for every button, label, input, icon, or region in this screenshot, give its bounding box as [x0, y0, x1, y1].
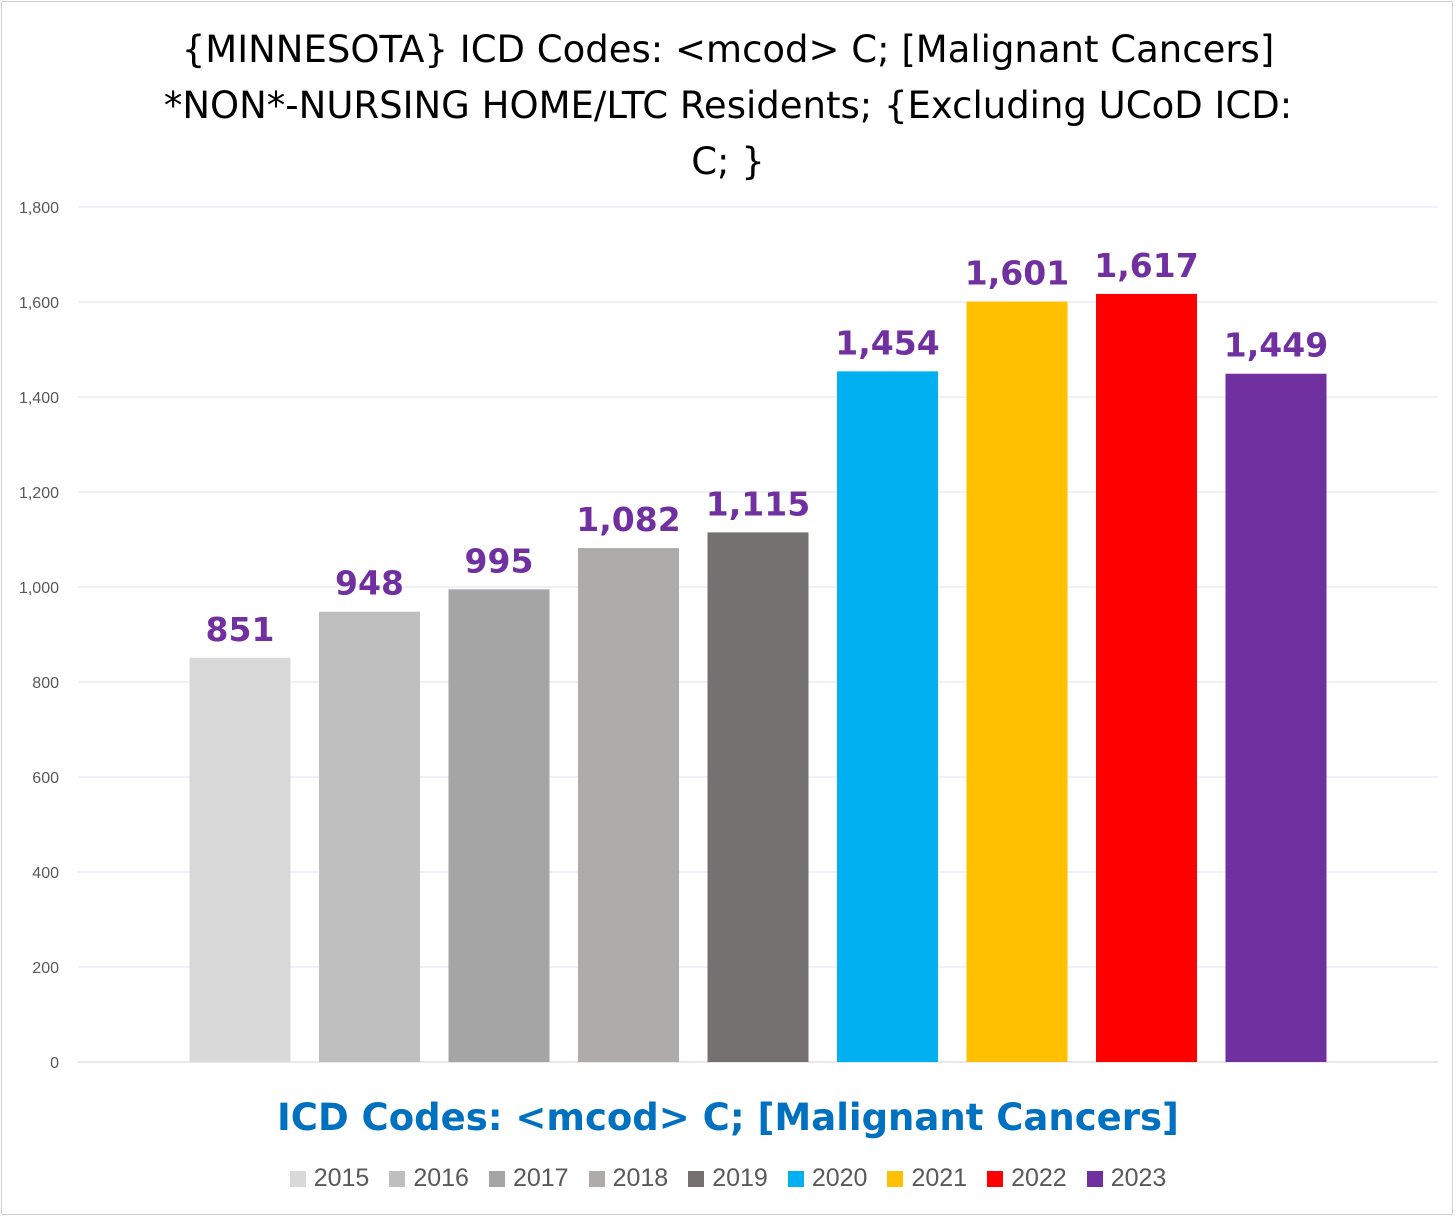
legend-item-2019: 2019: [688, 1164, 768, 1193]
data-label-2023: 1,449: [1224, 326, 1328, 365]
legend-item-2016: 2016: [389, 1164, 469, 1193]
legend-label: 2016: [413, 1164, 469, 1192]
bar-2023: [1225, 373, 1327, 1063]
data-label-2017: 995: [465, 541, 534, 580]
legend-swatch: [887, 1170, 904, 1187]
title-line-3: C; }: [691, 140, 765, 183]
bar-2017: [448, 589, 550, 1062]
title-line-2: *NON*-NURSING HOME/LTC Residents; {Exclu…: [163, 84, 1293, 127]
chart-title: {MINNESOTA} ICD Codes: <mcod> C; [Malign…: [100, 22, 1356, 190]
data-label-2021: 1,601: [965, 254, 1069, 293]
legend-item-2021: 2021: [887, 1164, 967, 1193]
legend-item-2023: 2023: [1086, 1164, 1167, 1193]
y-tick-label: 600: [32, 770, 59, 787]
legend-label: 2019: [712, 1164, 768, 1192]
legend-label: 2017: [512, 1164, 569, 1192]
legend-swatch: [688, 1170, 705, 1187]
y-tick-label: 1,200: [19, 485, 59, 502]
data-label-2015: 851: [206, 610, 275, 649]
data-label-2016: 948: [335, 564, 404, 603]
bar-2020: [837, 371, 938, 1063]
data-label-2018: 1,082: [576, 500, 680, 539]
bar-2019: [707, 532, 809, 1062]
legend-label: 2015: [313, 1164, 370, 1192]
bar-2015: [189, 657, 291, 1062]
legend-swatch: [588, 1170, 605, 1187]
bar-2022: [1096, 293, 1197, 1062]
data-label-2022: 1,617: [1094, 246, 1198, 285]
legend-swatch: [488, 1170, 505, 1187]
legend-label: 2023: [1110, 1164, 1167, 1192]
legend-swatch: [389, 1170, 406, 1187]
legend-item-2018: 2018: [588, 1164, 669, 1193]
legend-item-2015: 2015: [289, 1164, 370, 1193]
legend-label: 2021: [911, 1164, 968, 1192]
data-label-2020: 1,454: [835, 323, 939, 362]
legend-swatch: [987, 1170, 1004, 1187]
legend-swatch: [289, 1170, 306, 1187]
title-line-1: {MINNESOTA} ICD Codes: <mcod> C; [Malign…: [181, 28, 1275, 71]
legend-label: 2022: [1011, 1164, 1067, 1192]
legend-label: 2020: [811, 1164, 868, 1192]
data-label-2019: 1,115: [706, 484, 810, 523]
legend-item-2017: 2017: [488, 1164, 569, 1193]
y-tick-label: 800: [32, 675, 59, 692]
y-tick-label: 1,800: [19, 200, 59, 217]
bar-2021: [966, 301, 1068, 1062]
y-tick-label: 0: [50, 1055, 59, 1072]
x-axis-title: ICD Codes: <mcod> C; [Malignant Cancers]: [277, 1096, 1179, 1139]
bar-2018: [578, 548, 679, 1062]
y-tick-label: 1,000: [19, 580, 59, 597]
legend-swatch: [787, 1170, 804, 1187]
y-tick-label: 400: [32, 865, 59, 882]
legend-item-2022: 2022: [987, 1164, 1067, 1193]
legend-item-2020: 2020: [787, 1164, 868, 1193]
y-tick-label: 1,400: [19, 390, 59, 407]
legend-swatch: [1086, 1170, 1103, 1187]
legend: 2015 2016 2017 2018 2019 2020 2021 2022 2023: [0, 1164, 1456, 1193]
bar-2016: [319, 611, 420, 1062]
y-tick-label: 1,600: [19, 295, 59, 312]
legend-label: 2018: [612, 1164, 669, 1192]
y-tick-label: 200: [32, 960, 59, 977]
